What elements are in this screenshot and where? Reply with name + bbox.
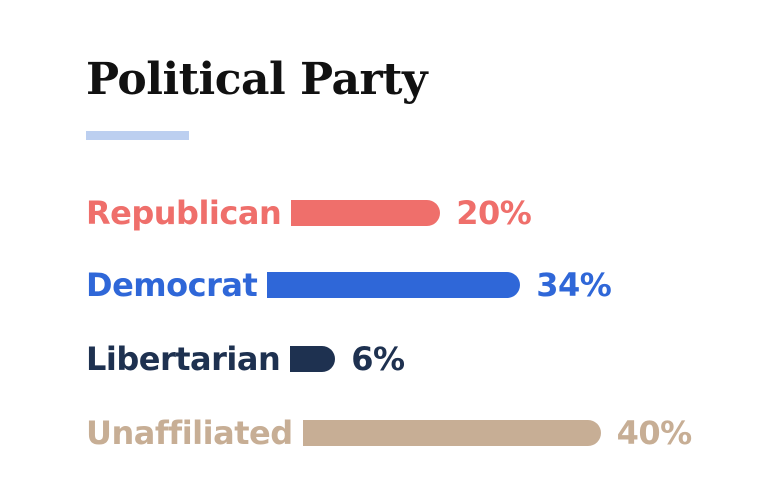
bar-unaffiliated xyxy=(302,420,601,446)
bar-value-democrat: 34% xyxy=(536,266,612,304)
bar-label-libertarian: Libertarian xyxy=(86,340,281,378)
bar-label-unaffiliated: Unaffiliated xyxy=(86,414,293,452)
bar-libertarian xyxy=(290,346,336,372)
chart-title: Political Party xyxy=(86,54,428,105)
bar-value-republican: 20% xyxy=(456,194,532,232)
bar-row-republican: Republican 20% xyxy=(86,188,532,238)
bar-row-democrat: Democrat 34% xyxy=(86,260,612,310)
bar-republican xyxy=(291,200,441,226)
bar-row-unaffiliated: Unaffiliated 40% xyxy=(86,408,692,458)
bar-row-libertarian: Libertarian 6% xyxy=(86,334,405,384)
bar-label-republican: Republican xyxy=(86,194,282,232)
title-underline xyxy=(86,131,189,140)
bar-label-democrat: Democrat xyxy=(86,266,258,304)
bar-value-unaffiliated: 40% xyxy=(616,414,693,452)
bar-value-libertarian: 6% xyxy=(351,340,405,378)
bar-democrat xyxy=(267,272,521,298)
